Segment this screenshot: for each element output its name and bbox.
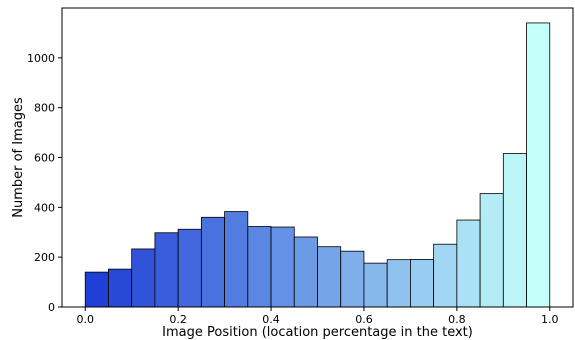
histogram-bar <box>84 271 109 308</box>
y-tick-label: 400 <box>34 201 55 214</box>
histogram-bar <box>386 259 411 308</box>
y-tick-label: 0 <box>48 301 55 314</box>
bars-group <box>84 22 551 308</box>
histogram-bar <box>456 219 481 308</box>
y-tick-label: 600 <box>34 152 55 165</box>
x-axis-label: Image Position (location percentage in t… <box>162 325 473 340</box>
histogram-bar <box>131 248 156 308</box>
histogram-bar <box>177 228 202 308</box>
x-tick-label: 0.0 <box>76 313 94 326</box>
y-tick-label: 800 <box>34 102 55 115</box>
histogram-bar <box>433 243 458 308</box>
histogram-bar <box>410 259 435 308</box>
y-tick-label: 200 <box>34 251 55 264</box>
histogram-bar <box>224 211 249 308</box>
x-tick-label: 0.4 <box>262 313 280 326</box>
histogram-bar <box>363 262 388 308</box>
histogram-bar <box>270 226 295 308</box>
x-tick-label: 0.8 <box>448 313 466 326</box>
histogram-bar <box>247 226 272 308</box>
x-tick-label: 0.6 <box>355 313 373 326</box>
histogram-bar <box>479 193 504 308</box>
x-tick-label: 1.0 <box>541 313 559 326</box>
histogram-bar <box>502 153 527 308</box>
histogram-bar <box>317 246 342 308</box>
x-axis-ticks: 0.0 0.2 0.4 0.6 0.8 1.0 <box>76 307 559 326</box>
x-tick-label: 0.2 <box>169 313 187 326</box>
histogram-bar <box>293 236 318 308</box>
histogram-bar <box>526 22 551 308</box>
y-axis-ticks: 0 200 400 600 800 1000 <box>27 52 62 314</box>
histogram-bar <box>200 216 225 308</box>
y-axis-label: Number of Images <box>11 97 26 218</box>
y-tick-label: 1000 <box>27 52 55 65</box>
histogram-bar <box>340 250 365 308</box>
histogram-bar <box>108 268 133 308</box>
histogram-bar <box>154 232 179 308</box>
